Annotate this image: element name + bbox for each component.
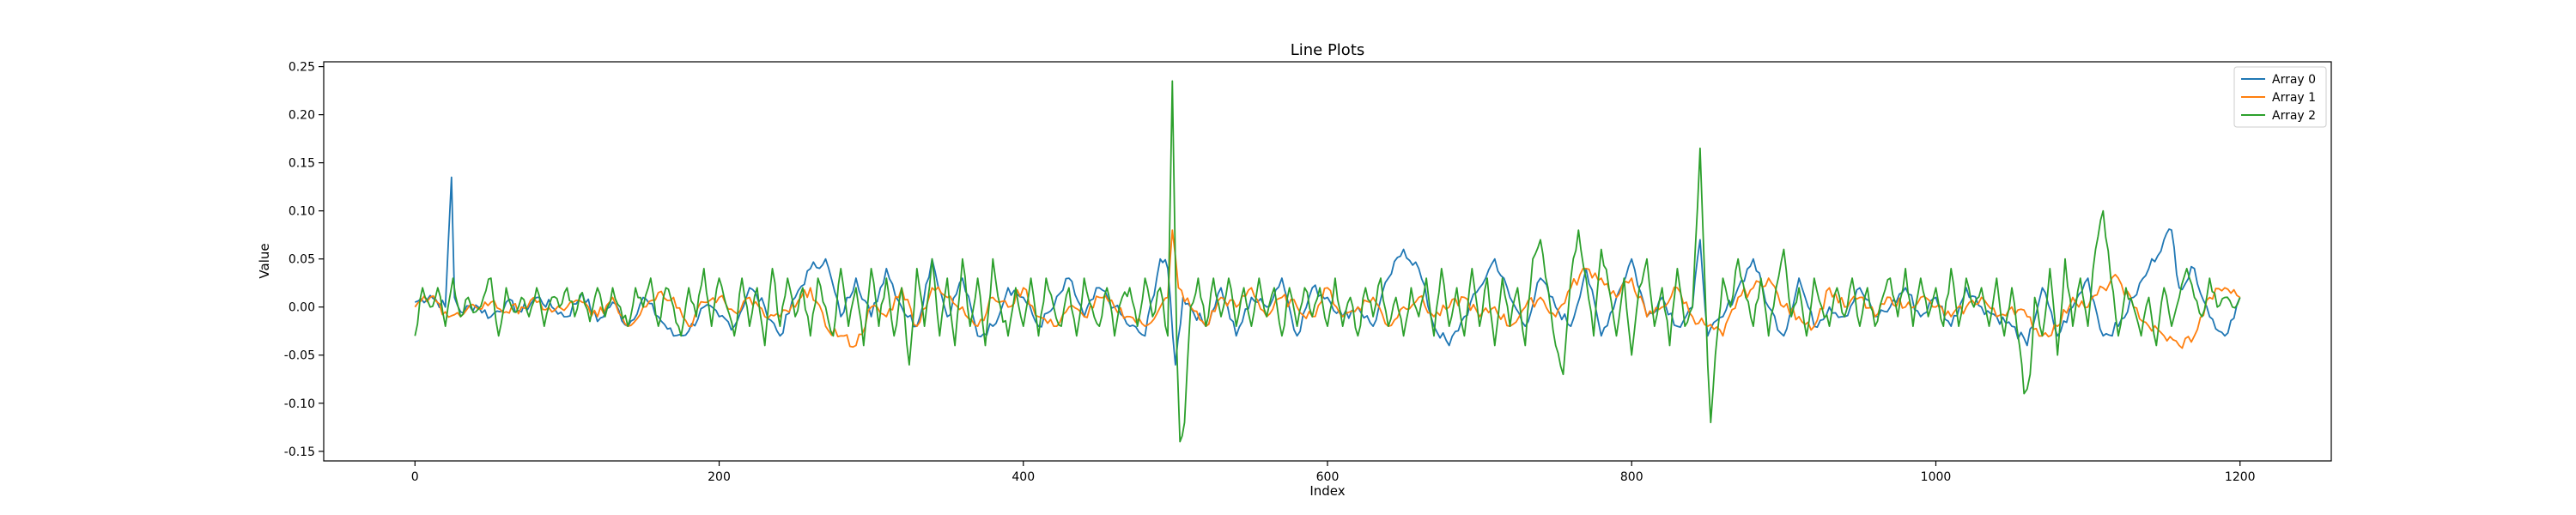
y-tick-label-1: -0.10 (284, 397, 315, 411)
series-line-2 (414, 80, 2241, 443)
y-tick-label-5: 0.10 (289, 205, 315, 219)
series-line-1 (414, 229, 2241, 349)
y-tick-label-0: -0.15 (284, 445, 315, 459)
legend-label-2: Array 2 (2272, 109, 2316, 123)
x-axis: 0 200 400 600 800 1000 1200 (411, 461, 2256, 484)
x-tick-label-1: 200 (708, 470, 731, 484)
y-tick-label-2: -0.05 (284, 349, 315, 363)
plot-lines (414, 80, 2241, 443)
x-tick-label-3: 600 (1316, 470, 1340, 484)
y-axis: -0.15 -0.10 -0.05 0.00 0.05 0.10 0.15 0.20 0.25 (284, 61, 324, 459)
y-tick-label-6: 0.15 (289, 157, 315, 171)
y-axis-label: Value (257, 243, 272, 278)
legend: Array 0 Array 1 Array 2 (2233, 66, 2327, 128)
x-tick-label-2: 400 (1012, 470, 1035, 484)
x-tick-label-5: 1000 (1921, 470, 1952, 484)
y-tick-label-3: 0.00 (289, 301, 315, 315)
y-tick-label-7: 0.20 (289, 109, 315, 123)
series-line-0 (414, 176, 2241, 366)
x-axis-label: Index (1309, 483, 1345, 499)
x-tick-label-6: 1200 (2225, 470, 2256, 484)
legend-box (2233, 66, 2327, 128)
chart-title: Line Plots (1291, 41, 1365, 59)
y-tick-label-8: 0.25 (289, 61, 315, 75)
y-tick-label-4: 0.05 (289, 253, 315, 267)
legend-label-0: Array 0 (2272, 73, 2316, 87)
x-tick-label-4: 800 (1620, 470, 1643, 484)
legend-label-1: Array 1 (2272, 91, 2316, 105)
plot-frame (323, 61, 2332, 462)
x-tick-label-0: 0 (411, 470, 419, 484)
